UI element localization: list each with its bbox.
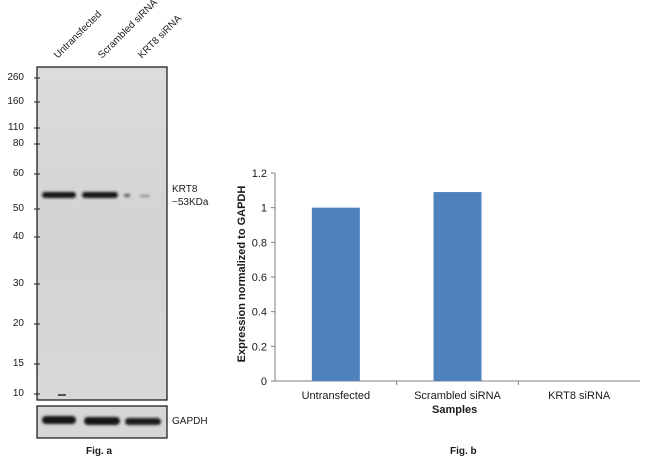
band-label-size: ~53KDa bbox=[172, 197, 209, 208]
y-tick-label: 0 bbox=[261, 376, 267, 388]
y-tick-label: 0.8 bbox=[252, 237, 267, 249]
krt8-band-scrambled-sirna bbox=[82, 192, 118, 198]
mw-marker-50: 50 bbox=[12, 203, 24, 214]
blot-frame bbox=[36, 66, 168, 401]
bar-series bbox=[311, 192, 482, 381]
mw-marker-15: 15 bbox=[12, 358, 24, 369]
mw-marker-110: 110 bbox=[8, 122, 24, 133]
krt8-band-krt8-sirna bbox=[124, 194, 130, 197]
gapdh-band-krt8-sirna bbox=[125, 418, 161, 425]
figure-b-caption: Fig. b bbox=[450, 446, 477, 457]
y-axis-ticks: 0 0.2 0.4 0.6 0.8 1 1.2 bbox=[252, 168, 275, 388]
gapdh-band-untransfected bbox=[42, 416, 76, 424]
mw-marker-80: 80 bbox=[12, 138, 24, 149]
y-tick-label: 0.2 bbox=[252, 341, 267, 353]
x-tick-label: Untransfected bbox=[302, 390, 370, 402]
bar-untransfected bbox=[311, 207, 360, 381]
loading-control-label: GAPDH bbox=[172, 416, 208, 427]
mw-marker-10: 10 bbox=[12, 388, 24, 399]
y-axis-title: Expression normalized to GAPDH bbox=[236, 185, 248, 363]
mw-marker-160: 160 bbox=[7, 96, 24, 107]
y-tick-label: 1 bbox=[261, 203, 267, 215]
mw-ticks bbox=[34, 77, 40, 395]
y-tick-label: 1.2 bbox=[252, 168, 267, 180]
mw-marker-20: 20 bbox=[12, 318, 24, 329]
blot-artifact bbox=[58, 394, 66, 396]
mw-marker-30: 30 bbox=[12, 278, 24, 289]
x-axis-tick-labels: Untransfected Scrambled siRNA KRT8 siRNA bbox=[302, 390, 611, 402]
krt8-band-krt8-sirna-faint bbox=[140, 195, 150, 197]
krt8-band-untransfected bbox=[42, 192, 76, 198]
band-label-krt8: KRT8 bbox=[172, 184, 198, 195]
mw-marker-40: 40 bbox=[12, 231, 24, 242]
mw-marker-60: 60 bbox=[12, 168, 24, 179]
x-tick-label: KRT8 siRNA bbox=[548, 390, 611, 402]
mw-marker-260: 260 bbox=[7, 72, 24, 83]
gapdh-band-scrambled-sirna bbox=[84, 417, 120, 425]
bar-scrambled-sirna bbox=[433, 192, 482, 381]
x-axis-title: Samples bbox=[432, 404, 478, 416]
y-tick-label: 0.4 bbox=[252, 307, 267, 319]
x-tick-label: Scrambled siRNA bbox=[414, 390, 501, 402]
y-tick-label: 0.6 bbox=[252, 272, 267, 284]
figure-a-caption: Fig. a bbox=[86, 446, 113, 457]
